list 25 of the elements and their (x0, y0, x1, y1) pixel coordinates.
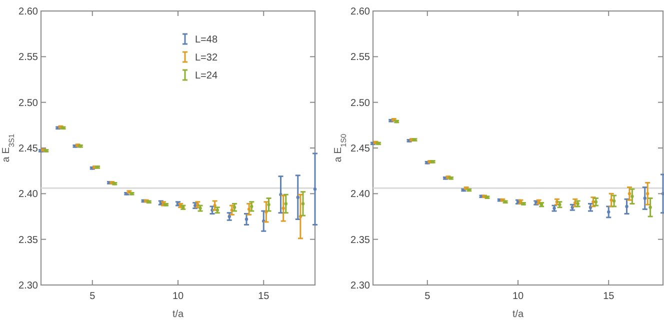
legend-label: L=24 (195, 70, 218, 82)
y-tick-label: 2.50 (18, 98, 38, 109)
legend-label: L=48 (195, 34, 218, 46)
x-tick-label: 10 (172, 291, 184, 302)
x-tick-label: 5 (424, 291, 431, 302)
x-tick-label: 10 (512, 291, 524, 302)
y-tick-label: 2.60 (350, 6, 370, 18)
y-tick-label: 2.40 (18, 189, 38, 200)
y-tick-label: 2.55 (18, 52, 38, 64)
y-tick-label: 2.35 (350, 234, 370, 246)
x-tick-label: 15 (603, 291, 615, 302)
y-tick-label: 2.45 (18, 144, 38, 154)
y-tick-label: 2.30 (350, 280, 370, 292)
legend-label: L=32 (195, 52, 218, 64)
y-tick-label: 2.30 (18, 280, 38, 292)
y-tick-label: 2.55 (350, 52, 370, 64)
y-tick-label: 2.50 (350, 98, 370, 109)
x-axis-title: t/a (512, 309, 524, 320)
y-tick-label: 2.60 (18, 6, 38, 18)
x-axis-title: t/a (172, 309, 184, 320)
y-tick-label: 2.35 (18, 234, 38, 246)
x-tick-label: 5 (90, 291, 96, 302)
y-tick-label: 2.40 (350, 189, 370, 200)
x-tick-label: 15 (258, 291, 270, 302)
y-tick-label: 2.45 (350, 144, 370, 154)
